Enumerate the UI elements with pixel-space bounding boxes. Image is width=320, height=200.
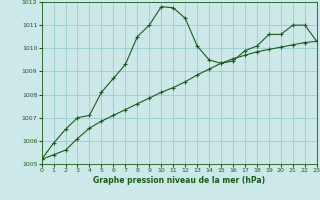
X-axis label: Graphe pression niveau de la mer (hPa): Graphe pression niveau de la mer (hPa) — [93, 176, 265, 185]
